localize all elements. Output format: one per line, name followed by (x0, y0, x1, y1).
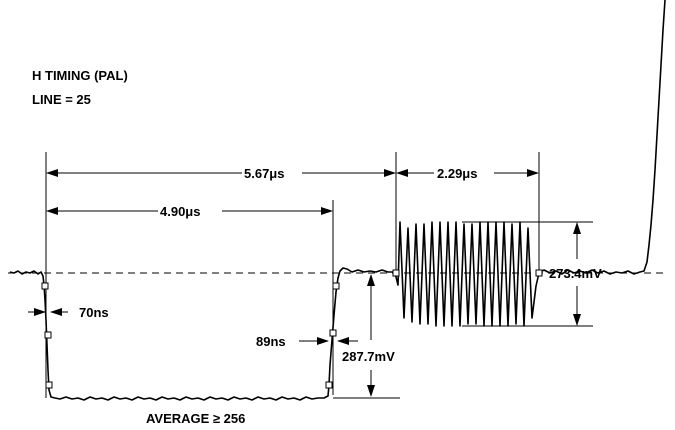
diagram-title: H TIMING (PAL) (32, 68, 128, 83)
fall-time-bottom-cursor-marker (44, 331, 52, 339)
rise-time-top-cursor-marker (332, 282, 340, 290)
sync-bottom-right-cursor-marker (325, 381, 333, 389)
burst-duration-label: 2.29μs (437, 166, 478, 181)
average-label: AVERAGE ≥ 256 (146, 411, 245, 426)
rise-time-bottom-cursor-marker (329, 329, 337, 337)
rise-time-label: 89ns (256, 334, 286, 349)
sync-to-burst-end-label: 5.67μs (244, 166, 285, 181)
burst-start-cursor-marker (392, 269, 400, 277)
fall-time-top-cursor-marker (41, 282, 49, 290)
sync-amplitude-label: 287.7mV (342, 349, 395, 364)
burst-end-cursor-marker (535, 269, 543, 277)
burst-amplitude-label: 273.4mV (549, 266, 602, 281)
video-waveform-trace (9, 0, 666, 401)
line-number-label: LINE = 25 (32, 92, 91, 107)
sync-bottom-left-cursor-marker (45, 381, 53, 389)
fall-time-label: 70ns (79, 305, 109, 320)
sync-width-label: 4.90μs (160, 204, 201, 219)
